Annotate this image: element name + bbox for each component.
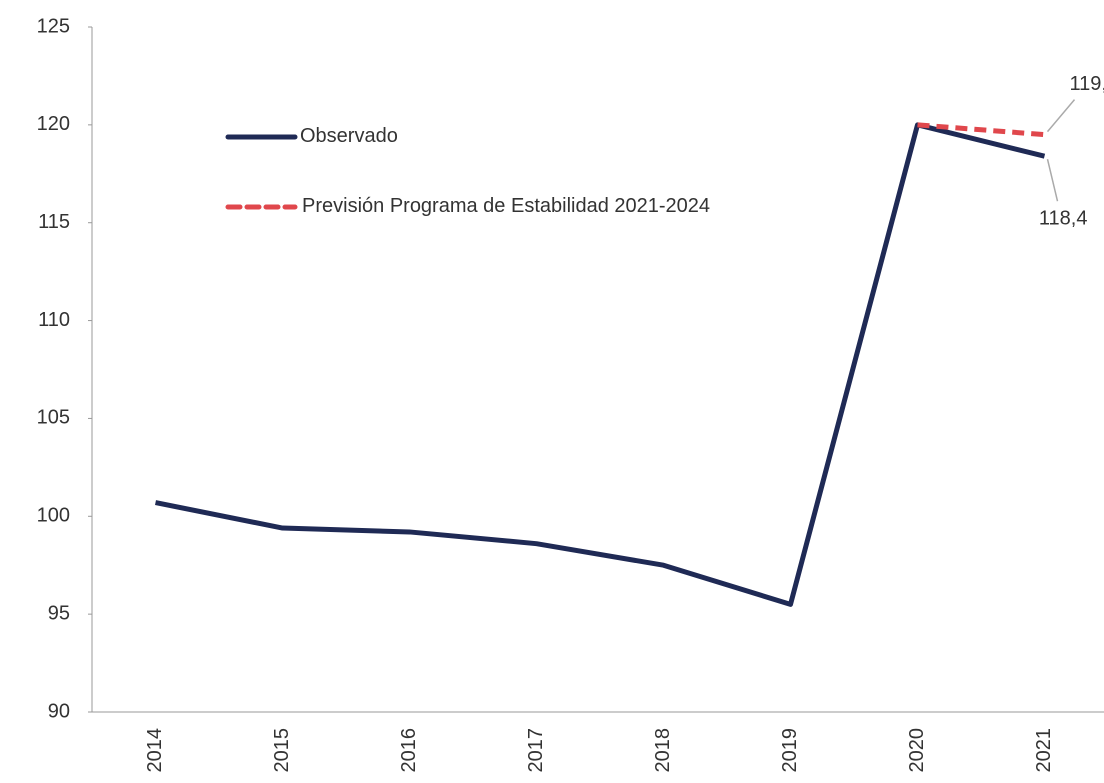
series-line	[917, 122, 1045, 138]
data-label: 118,4	[1039, 207, 1088, 229]
y-tick-label: 125	[37, 15, 70, 37]
leader-line	[1046, 158, 1059, 202]
y-tick-label: 105	[37, 407, 70, 429]
x-tick-label: 2021	[1033, 728, 1055, 773]
x-tick-label: 2015	[271, 728, 293, 773]
leader-line	[1046, 99, 1076, 133]
y-tick-label: 100	[37, 505, 70, 527]
legend-label: Previsión Programa de Estabilidad 2021-2…	[302, 195, 711, 217]
series-line	[155, 122, 1046, 607]
x-tick-label: 2017	[525, 728, 547, 773]
x-tick-label: 2019	[779, 728, 801, 773]
y-tick-label: 120	[37, 113, 70, 135]
legend-label: Observado	[300, 125, 398, 147]
y-tick-label: 95	[48, 602, 70, 624]
y-tick-label: 115	[38, 211, 70, 233]
data-label: 119,5	[1070, 73, 1104, 95]
y-tick-label: 90	[48, 700, 70, 722]
y-tick-label: 110	[38, 309, 70, 331]
x-tick-label: 2018	[652, 728, 674, 773]
x-tick-label: 2016	[398, 728, 420, 773]
x-tick-label: 2020	[906, 728, 928, 773]
x-tick-label: 2014	[144, 728, 166, 773]
